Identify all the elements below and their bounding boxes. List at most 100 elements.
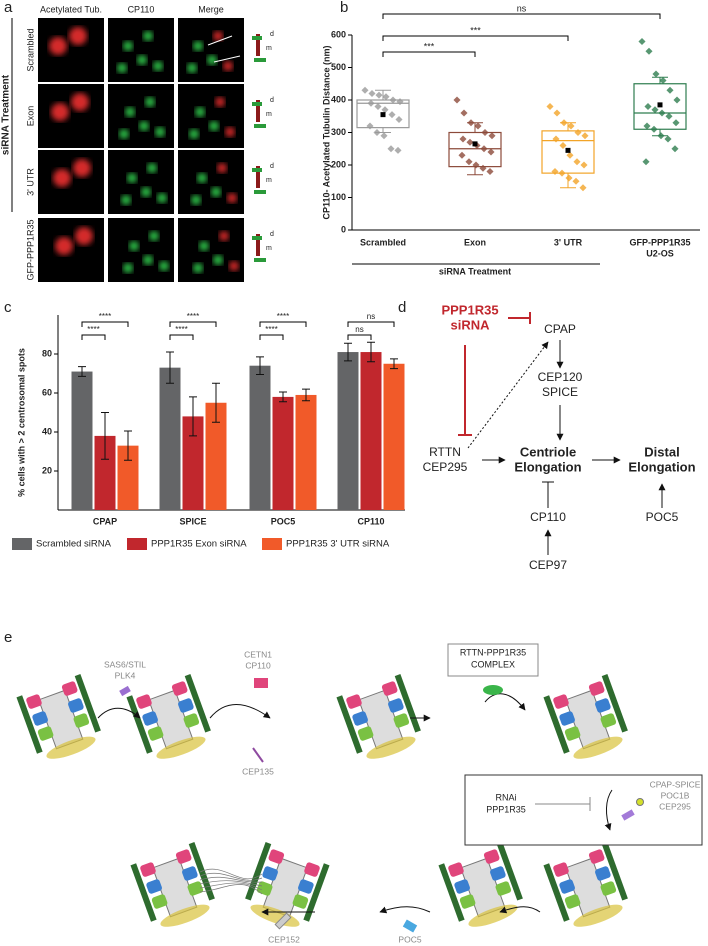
icon-label: m: [266, 45, 272, 52]
diagram-node: Centriole: [520, 444, 576, 459]
bar: [383, 363, 405, 510]
spot: [193, 41, 203, 51]
ring: [160, 904, 210, 927]
block: [559, 879, 575, 894]
spot: [53, 169, 71, 187]
spot: [147, 163, 157, 173]
block: [292, 894, 309, 909]
data-point: [472, 161, 480, 169]
data-point: [658, 109, 666, 117]
icon-label: d: [270, 231, 274, 238]
data-point: [579, 184, 587, 192]
block: [183, 713, 200, 728]
data-point: [565, 174, 573, 182]
fiber: [199, 872, 263, 881]
data-point: [486, 167, 494, 176]
wall: [543, 695, 570, 754]
data-point: [642, 158, 650, 166]
process-arrow: [379, 906, 431, 914]
data-point: [546, 102, 554, 111]
panel-letter: e: [4, 629, 12, 646]
error-bar: [390, 358, 398, 370]
ring: [366, 736, 416, 759]
data-point: [671, 145, 679, 153]
centriole-cartoon: [543, 674, 628, 759]
fiber: [199, 876, 263, 883]
data-point: [551, 167, 559, 176]
diagram-node: RTTN: [429, 445, 461, 459]
centriole-icon: [252, 102, 266, 128]
significance-label: ****: [175, 325, 187, 334]
data-point: [552, 135, 560, 143]
block: [459, 894, 476, 909]
spot: [51, 103, 69, 121]
spot: [121, 195, 131, 205]
block: [26, 694, 42, 709]
data-point: [672, 119, 680, 127]
data-point: [474, 122, 482, 130]
wall: [601, 674, 628, 733]
panel-letter: b: [340, 0, 348, 16]
legend-label: PPP1R35 Exon siRNA: [151, 539, 247, 550]
significance-bracket: [347, 321, 395, 327]
e-label: POC5: [398, 934, 421, 944]
wall: [601, 842, 628, 901]
icon-label: d: [270, 31, 274, 38]
data-point: [645, 47, 653, 55]
data-point: [560, 119, 568, 127]
spot: [117, 63, 127, 73]
y-tick-label: 80: [42, 348, 52, 358]
significance-bracket: [382, 35, 569, 41]
mean: [565, 147, 571, 153]
inhibition: [535, 797, 591, 811]
micrograph: [108, 84, 174, 148]
spot: [213, 255, 223, 265]
micrograph: [38, 150, 104, 214]
data-point: [453, 96, 461, 104]
spot: [75, 227, 93, 245]
e-label: CETN1: [244, 649, 272, 659]
centriole-cartoon: [438, 842, 523, 927]
x-tick-label: 3' UTR: [554, 237, 583, 247]
significance-bracket: [81, 334, 106, 340]
data-point: [395, 115, 403, 124]
block: [140, 862, 156, 877]
error-bar: [212, 382, 220, 423]
micrograph: [108, 218, 174, 282]
wall: [74, 674, 101, 733]
block: [147, 726, 164, 741]
wall: [126, 695, 153, 754]
data-point: [643, 122, 651, 130]
data-point: [375, 91, 383, 99]
significance-label: ***: [424, 41, 435, 51]
data-point: [460, 109, 468, 117]
protein: [636, 798, 644, 806]
wall: [245, 842, 272, 901]
diagram-node: SPICE: [542, 385, 578, 399]
spot: [143, 31, 153, 41]
data-point: [566, 151, 574, 159]
data-point: [487, 148, 495, 156]
block: [559, 711, 575, 726]
spot: [149, 231, 159, 241]
micrograph: [108, 150, 174, 214]
spot: [137, 55, 147, 65]
icon-label: m: [266, 177, 272, 184]
data-point: [480, 145, 488, 153]
bar: [94, 435, 116, 510]
centriole-icon: [252, 36, 266, 62]
spot: [199, 241, 209, 251]
inhibition: [458, 345, 472, 436]
diagram-node: CEP97: [529, 558, 567, 572]
spot: [195, 107, 205, 117]
data-point: [394, 146, 402, 154]
significance-label: ns: [367, 312, 375, 321]
ring: [46, 736, 96, 759]
data-point: [559, 141, 567, 150]
bar: [272, 396, 294, 510]
error-bar: [344, 342, 352, 362]
y-tick-label: 500: [331, 62, 346, 72]
data-point: [659, 76, 667, 85]
data-point: [638, 37, 646, 46]
